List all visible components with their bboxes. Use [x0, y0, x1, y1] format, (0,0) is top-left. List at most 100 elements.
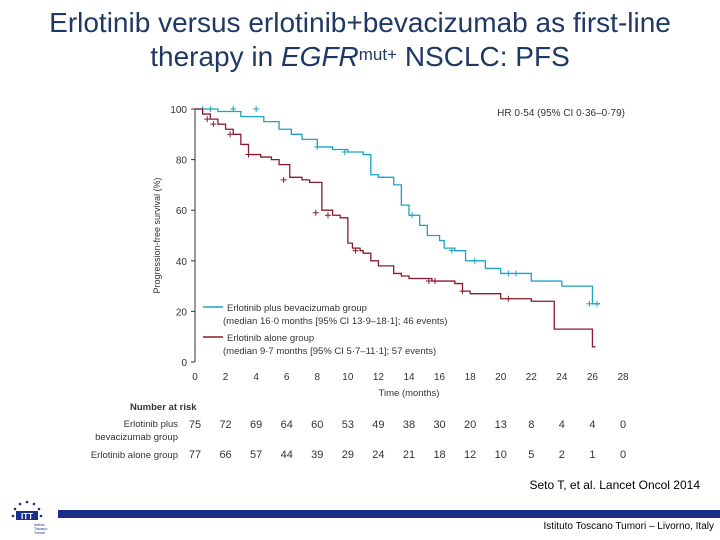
censor-mark — [324, 212, 331, 219]
x-tick-label: 14 — [403, 372, 415, 383]
risk-value: 2 — [559, 449, 565, 461]
x-tick-label: 22 — [526, 372, 538, 383]
risk-row-label: Erlotinib alone group — [91, 450, 178, 461]
x-tick-label: 8 — [315, 372, 321, 383]
risk-value: 13 — [495, 419, 507, 431]
censor-mark — [227, 131, 234, 138]
risk-value: 24 — [372, 449, 384, 461]
x-tick-label: 28 — [617, 372, 629, 383]
risk-value: 39 — [311, 449, 323, 461]
censor-mark — [314, 143, 321, 150]
risk-row-label: Erlotinib plus — [124, 419, 179, 430]
censor-mark — [253, 106, 260, 112]
risk-value: 57 — [250, 449, 262, 461]
censor-mark — [505, 295, 512, 302]
censor-mark — [207, 106, 214, 112]
legend-detail-combination: (median 16·0 months [95% CI 13·9–18·1]; … — [223, 316, 447, 327]
x-tick-label: 6 — [284, 372, 290, 383]
risk-value: 69 — [250, 419, 262, 431]
censor-mark — [245, 151, 252, 158]
risk-value: 77 — [189, 449, 201, 461]
x-tick-label: 20 — [495, 372, 507, 383]
risk-value: 0 — [620, 449, 626, 461]
risk-value: 75 — [189, 419, 201, 431]
reference-citation: Seto T, et al. Lancet Oncol 2014 — [529, 478, 700, 492]
censor-mark — [431, 278, 438, 285]
title-line-2-pre: therapy in — [150, 41, 281, 72]
legend-detail-alone: (median 9·7 months [95% CI 5·7–11·1]; 57… — [223, 346, 436, 357]
risk-value: 29 — [342, 449, 354, 461]
risk-value: 4 — [589, 419, 595, 431]
y-tick-label: 100 — [170, 105, 187, 116]
x-axis-label: Time (months) — [379, 388, 440, 399]
censor-mark — [230, 106, 237, 112]
y-tick-label: 40 — [176, 257, 188, 268]
logo-text-2: Toscano — [34, 527, 47, 531]
censor-mark — [459, 288, 466, 295]
censor-mark — [586, 300, 593, 307]
slide-title: Erlotinib versus erlotinib+bevacizumab a… — [0, 6, 720, 74]
censor-mark — [312, 209, 319, 216]
x-tick-label: 10 — [342, 372, 354, 383]
censor-mark — [505, 270, 512, 277]
logo-text-3: Tumori — [34, 531, 45, 535]
x-tick-label: 24 — [556, 372, 568, 383]
risk-value: 8 — [528, 419, 534, 431]
censor-mark — [409, 212, 416, 219]
censor-mark — [210, 121, 217, 128]
risk-value: 64 — [281, 419, 293, 431]
legend-label-combination: Erlotinib plus bevacizumab group — [227, 303, 367, 314]
x-tick-label: 4 — [253, 372, 259, 383]
footer-institution: Istituto Toscano Tumori – Livorno, Italy — [543, 521, 714, 532]
y-axis-label: Progression-free survival (%) — [152, 177, 162, 293]
risk-value: 4 — [559, 419, 565, 431]
risk-value: 1 — [589, 449, 595, 461]
censor-mark — [448, 247, 455, 254]
censor-mark — [341, 149, 348, 156]
title-line-2: therapy in EGFRmut+ NSCLC: PFS — [0, 40, 720, 74]
x-tick-label: 26 — [587, 372, 599, 383]
km-curve-erlotinib-alone — [195, 108, 596, 348]
risk-value: 12 — [464, 449, 476, 461]
risk-value: 49 — [372, 419, 384, 431]
title-line-1: Erlotinib versus erlotinib+bevacizumab a… — [49, 7, 671, 38]
risk-value: 10 — [495, 449, 507, 461]
x-tick-label: 18 — [465, 372, 477, 383]
title-gene-superscript: mut+ — [358, 45, 398, 64]
y-tick-label: 0 — [181, 358, 187, 369]
legend-label-alone: Erlotinib alone group — [227, 333, 314, 344]
risk-value: 66 — [219, 449, 231, 461]
risk-table-title: Number at risk — [130, 402, 197, 413]
risk-value: 0 — [620, 419, 626, 431]
risk-value: 38 — [403, 419, 415, 431]
censor-mark — [204, 116, 211, 123]
x-tick-label: 0 — [192, 372, 198, 383]
svg-text:ITT: ITT — [21, 512, 33, 521]
censor-mark — [280, 176, 287, 183]
y-tick-label: 20 — [176, 307, 188, 318]
risk-row-label: bevacizumab group — [95, 432, 178, 443]
risk-value: 21 — [403, 449, 415, 461]
risk-value: 20 — [464, 419, 476, 431]
risk-value: 30 — [433, 419, 445, 431]
censor-mark — [594, 300, 601, 307]
km-curve-combination — [195, 108, 601, 305]
risk-value: 60 — [311, 419, 323, 431]
censor-mark — [425, 278, 432, 285]
title-gene: EGFR — [280, 41, 359, 72]
hazard-ratio-annotation: HR 0·54 (95% CI 0·36–0·79) — [497, 108, 625, 119]
risk-value: 18 — [433, 449, 445, 461]
censor-mark — [471, 257, 478, 264]
x-tick-label: 12 — [373, 372, 385, 383]
logo-text-1: Istituto — [34, 523, 45, 527]
risk-value: 72 — [219, 419, 231, 431]
risk-value: 53 — [342, 419, 354, 431]
censor-mark — [352, 247, 359, 254]
censor-mark — [513, 270, 519, 277]
risk-value: 5 — [528, 449, 534, 461]
x-tick-label: 2 — [223, 372, 229, 383]
risk-value: 44 — [281, 449, 293, 461]
y-tick-label: 80 — [176, 156, 188, 167]
y-tick-label: 60 — [176, 206, 188, 217]
